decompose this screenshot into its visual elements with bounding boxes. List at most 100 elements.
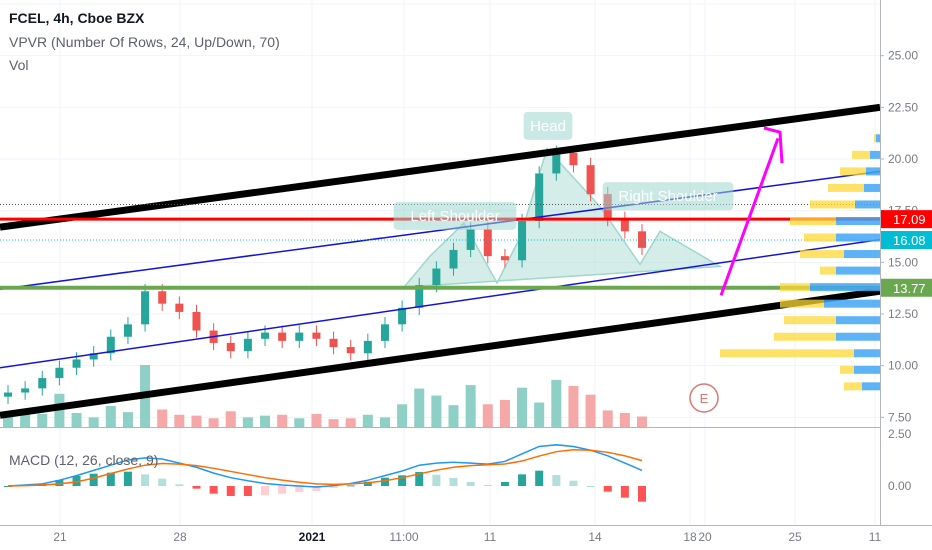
macd-histogram-bar bbox=[500, 482, 509, 486]
candle-body bbox=[569, 152, 578, 166]
macd-histogram-bar bbox=[620, 486, 629, 498]
volume-bar bbox=[122, 412, 133, 427]
candle-body bbox=[535, 173, 544, 221]
candle-body bbox=[158, 291, 167, 304]
x-tick-label: 2021 bbox=[299, 530, 326, 544]
macd-histogram-bar bbox=[4, 486, 12, 487]
volume-bar bbox=[328, 419, 339, 427]
vpvr-down-bar bbox=[774, 332, 836, 341]
earnings-marker bbox=[689, 383, 719, 413]
vpvr-up-bar bbox=[844, 250, 880, 259]
x-tick-label: 11:00 bbox=[389, 530, 418, 544]
pattern-label-bg bbox=[523, 111, 573, 140]
candle-body bbox=[346, 347, 355, 354]
macd-histogram-bar bbox=[261, 486, 270, 496]
price-badge bbox=[881, 231, 932, 250]
macd-histogram-bar bbox=[432, 474, 441, 486]
x-tick-label: 11 bbox=[484, 530, 497, 544]
candle-body bbox=[106, 336, 115, 354]
volume-bar bbox=[414, 388, 425, 427]
volume-bar bbox=[88, 417, 99, 427]
candle-body bbox=[518, 221, 527, 261]
macd-histogram-bar bbox=[380, 477, 389, 486]
signal-line bbox=[7, 449, 643, 487]
candle-body bbox=[398, 307, 407, 325]
pattern-label-bg bbox=[393, 201, 517, 230]
candle-body bbox=[192, 311, 201, 331]
pattern-label-text: Left Shoulder bbox=[410, 208, 499, 225]
volume-bar bbox=[499, 399, 510, 427]
macd-tick-label: 2.50 bbox=[888, 427, 912, 441]
vpvr-label: VPVR (Number Of Rows, 24, Up/Down, 70) bbox=[9, 34, 280, 50]
x-tick-label: 28 bbox=[173, 530, 187, 544]
volume-bar bbox=[637, 416, 647, 427]
volume-bar bbox=[242, 417, 253, 427]
candle-body bbox=[278, 332, 287, 341]
macd-histogram-bar bbox=[312, 486, 321, 491]
vpvr-down-bar bbox=[828, 183, 864, 192]
candle-body bbox=[432, 268, 441, 286]
x-tick-label: 20 bbox=[698, 530, 712, 544]
volume-bar bbox=[551, 379, 562, 427]
volume-bar bbox=[191, 415, 202, 427]
volume-bar bbox=[3, 416, 13, 427]
volume-bar bbox=[431, 395, 442, 427]
vpvr-up-bar bbox=[855, 200, 880, 209]
channel-outer-upper bbox=[0, 103, 880, 231]
macd-histogram-bar bbox=[363, 481, 372, 486]
vpvr-up-bar bbox=[824, 299, 880, 308]
x-tick-label: 21 bbox=[53, 530, 67, 544]
y-tick-label: 7.50 bbox=[888, 410, 912, 424]
y-tick-label: 22.50 bbox=[888, 100, 918, 114]
price-badge-text: 16.08 bbox=[893, 233, 926, 248]
volume-bar bbox=[602, 410, 613, 427]
vpvr-up-bar bbox=[810, 283, 880, 292]
candle-body bbox=[363, 340, 372, 354]
vpvr-down-bar bbox=[810, 200, 855, 209]
vpvr-down-bar bbox=[780, 299, 824, 308]
volume-bar bbox=[208, 418, 219, 427]
pattern-label-bg bbox=[602, 182, 734, 211]
price-badge-text: 13.77 bbox=[893, 281, 926, 296]
vpvr-down-bar bbox=[780, 283, 810, 292]
vpvr-down-bar bbox=[840, 365, 854, 374]
macd-label: MACD (12, 26, close, 9) bbox=[9, 452, 159, 468]
macd-histogram-bar bbox=[55, 480, 64, 486]
y-tick-label: 25.00 bbox=[888, 49, 918, 63]
macd-histogram-bar bbox=[449, 478, 458, 486]
vpvr-down-bar bbox=[790, 217, 836, 225]
macd-histogram-bar bbox=[226, 486, 235, 496]
candle-body bbox=[620, 218, 629, 232]
pattern-label-text: Right Shoulder bbox=[618, 188, 717, 205]
candle-body bbox=[329, 338, 338, 348]
macd-histogram-bar bbox=[483, 485, 492, 487]
macd-histogram-bar bbox=[346, 485, 355, 487]
candle-body bbox=[261, 332, 270, 339]
macd-histogram-bar bbox=[586, 486, 595, 487]
candle-body bbox=[483, 229, 492, 257]
candle-body bbox=[38, 378, 47, 389]
macd-histogram-bar bbox=[141, 474, 150, 486]
macd-histogram-bar bbox=[295, 486, 304, 492]
volume-bar bbox=[260, 415, 271, 427]
main-pane: Left Shoulder Head Right Shoulder E bbox=[0, 103, 880, 427]
macd-histogram-bar bbox=[329, 486, 338, 488]
candle-body bbox=[72, 359, 81, 368]
candle-body bbox=[4, 392, 12, 397]
macd-histogram-bar bbox=[398, 475, 407, 486]
volume-bar bbox=[71, 413, 82, 427]
volume-bar bbox=[311, 413, 322, 427]
candle-body bbox=[295, 332, 304, 341]
candle-body bbox=[586, 165, 595, 195]
macd-line bbox=[7, 444, 643, 488]
volume-bar bbox=[362, 414, 373, 427]
x-tick-label: 11 bbox=[869, 530, 882, 544]
macd-pane bbox=[4, 444, 646, 502]
vpvr-up-bar bbox=[866, 167, 880, 176]
vpvr-up-bar bbox=[836, 233, 880, 242]
vpvr-up-bar bbox=[862, 382, 880, 391]
vpvr-down-bar bbox=[804, 233, 836, 242]
pattern-label-text: Head bbox=[530, 118, 566, 135]
